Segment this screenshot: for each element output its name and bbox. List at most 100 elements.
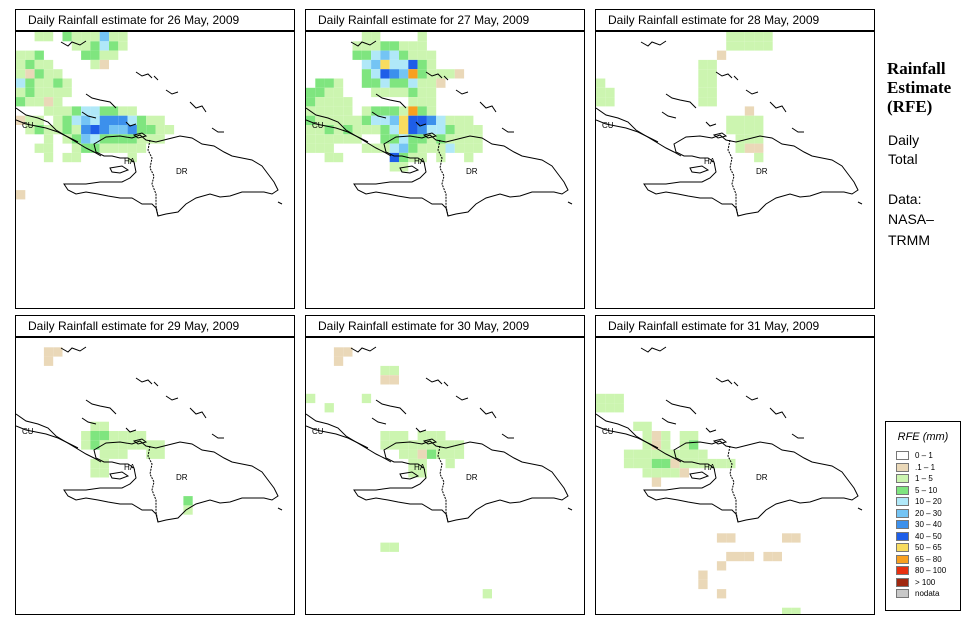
rainfall-cell [25, 125, 35, 135]
rainfall-cell [90, 106, 100, 116]
rainfall-cell [127, 106, 137, 116]
rainfall-cell [633, 458, 643, 469]
rainfall-cell [99, 449, 109, 459]
rainfall-cell [352, 115, 362, 125]
rainfall-cell [81, 134, 91, 144]
coastline-bah4 [85, 399, 117, 415]
rainfall-map-svg-4: CU HA DR [16, 346, 283, 523]
rainfall-cell [735, 41, 745, 51]
rainfall-cell [99, 134, 109, 144]
rainfall-cell [324, 106, 334, 116]
coastline-hisp [353, 134, 569, 217]
rainfall-cell [53, 87, 63, 98]
rainfall-cell [306, 97, 316, 107]
rainfall-cell [183, 505, 193, 515]
rainfall-cell [343, 134, 353, 144]
rainfall-cell [389, 59, 399, 70]
rainfall-cell [361, 32, 372, 42]
rainfall-cell [464, 152, 474, 163]
coastline-tortuga [132, 132, 148, 139]
rainfall-cells [16, 32, 175, 200]
rainfall-cells [43, 347, 193, 515]
rainfall-cell [324, 152, 334, 163]
coastline-bah3 [165, 395, 179, 401]
rainfall-cell [25, 59, 35, 70]
rainfall-cell [679, 468, 689, 478]
coastline-bah6 [769, 101, 787, 113]
coastline-bah2 [135, 71, 153, 79]
rainfall-cell [324, 125, 334, 135]
rainfall-cell [464, 125, 474, 135]
rainfall-cell [333, 97, 344, 107]
rainfall-cell [623, 449, 634, 459]
rainfall-cell [315, 115, 325, 125]
rainfall-cell [109, 134, 119, 144]
rainfall-cell [744, 115, 755, 125]
rainfall-cell [136, 115, 147, 125]
legend-swatch [896, 462, 909, 472]
rainfall-cell [352, 125, 362, 135]
coastline-bah9 [443, 75, 449, 81]
rainfall-cell [90, 134, 100, 144]
rainfall-cell [417, 41, 427, 51]
rainfall-map-svg-2: CU HA DR [306, 32, 573, 217]
rainfall-cell [426, 50, 437, 60]
rainfall-cell [642, 431, 652, 441]
country-label-haiti: HA [414, 463, 426, 472]
rainfall-cell [371, 32, 381, 42]
coastline-bah8 [211, 433, 224, 439]
rainfall-cell [324, 87, 334, 98]
rainfall-cell [426, 125, 437, 135]
rainfall-cell [99, 440, 109, 450]
country-label-cuba: CU [602, 427, 614, 436]
legend-entry: 10 – 20 [896, 497, 960, 507]
rainfall-cell [324, 115, 334, 125]
coastline-bah5 [81, 111, 97, 119]
rainfall-cell [408, 41, 418, 51]
rainfall-cell [399, 115, 409, 125]
rainfall-cell [473, 125, 483, 135]
coastline-gonave [109, 471, 130, 480]
legend-entry: 1 – 5 [896, 474, 960, 484]
rainfall-cell [735, 143, 745, 153]
coastline-isle [567, 507, 573, 511]
rainfall-cell [426, 115, 437, 125]
rainfall-cell [324, 97, 334, 107]
country-label-haiti: HA [704, 463, 716, 472]
rainfall-cell [454, 143, 465, 153]
coastline-bah3 [745, 89, 759, 95]
rainfall-cell [614, 403, 624, 413]
country-label-cuba: CU [22, 427, 34, 436]
rainfall-cell [389, 106, 399, 116]
rainfall-cell [25, 87, 35, 98]
rainfall-cell [71, 125, 82, 135]
rainfall-cell [389, 542, 399, 552]
coastline-isle [277, 201, 283, 205]
rainfall-cell [417, 59, 427, 70]
rainfall-cell [605, 87, 615, 98]
rainfall-cell [71, 106, 82, 116]
rainfall-cell [754, 134, 764, 144]
rainfall-cell [333, 106, 344, 116]
rainfall-cell [614, 393, 624, 404]
rainfall-cell [445, 115, 455, 125]
rainfall-cell [34, 125, 44, 135]
rainfall-cell [43, 134, 54, 144]
rainfall-cell [99, 41, 109, 51]
country-label-dominican-republic: DR [466, 473, 478, 482]
rainfall-cell [744, 143, 755, 153]
rainfall-cell [361, 69, 372, 79]
rainfall-cell [118, 440, 128, 450]
rainfall-cell [315, 87, 325, 98]
rainfall-cell [426, 440, 437, 450]
rainfall-cell [34, 115, 44, 125]
rainfall-cell [118, 115, 128, 125]
period-line-2: Total [888, 151, 918, 167]
rainfall-cell [482, 589, 492, 599]
rainfall-cell [81, 125, 91, 135]
rainfall-cell [90, 41, 100, 51]
rainfall-cell [417, 449, 427, 459]
rainfall-cell [417, 69, 427, 79]
rainfall-cell [399, 125, 409, 135]
coastline-bah6 [189, 407, 207, 419]
